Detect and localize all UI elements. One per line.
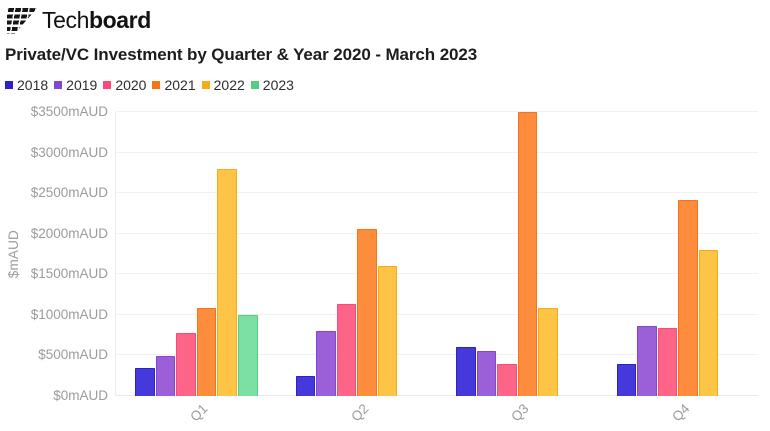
gridline <box>116 273 758 275</box>
gridline <box>116 313 758 315</box>
x-axis-label-Q4: Q4 <box>669 401 693 425</box>
legend-item-2019[interactable]: 2019 <box>54 77 97 93</box>
legend-swatch-2022 <box>201 81 210 89</box>
y-tick-label: $500mAUD <box>38 347 108 363</box>
bar-2019-Q2[interactable] <box>316 331 336 396</box>
gridline <box>116 111 758 112</box>
x-axis-label-Q1: Q1 <box>187 401 211 425</box>
legend-swatch-2019 <box>54 81 63 89</box>
bar-2020-Q4[interactable] <box>657 327 678 396</box>
legend-item-2018[interactable]: 2018 <box>5 77 48 93</box>
legend-swatch-2023 <box>250 81 259 89</box>
bar-2019-Q1[interactable] <box>155 356 176 396</box>
y-tick-label: $0mAUD <box>53 388 108 403</box>
techboard-logo-text: Techboard <box>42 7 151 33</box>
x-axis-label-Q3: Q3 <box>508 401 532 425</box>
legend-label: 2019 <box>66 77 98 93</box>
y-axis-tick-labels: $0mAUD $500mAUD $1000mAUD $1500mAUD $2000mAU… <box>2 0 108 431</box>
gridline <box>116 151 758 153</box>
bar-2022-Q4[interactable] <box>698 249 719 396</box>
y-tick-label: $3500mAUD <box>30 104 108 119</box>
chart-title: Private/VC Investment by Quarter & Year … <box>5 45 478 64</box>
bar-2022-Q2[interactable] <box>377 266 398 396</box>
bar-2021-Q1[interactable] <box>196 308 217 396</box>
chart-legend: 2018 2019 2020 2021 2022 2023 <box>5 77 300 93</box>
y-tick-label: $2000mAUD <box>30 225 108 241</box>
legend-swatch-2021 <box>152 81 161 89</box>
gridline <box>116 232 758 234</box>
bar-2020-Q2[interactable] <box>336 303 357 396</box>
bar-2019-Q3[interactable] <box>476 350 497 396</box>
y-tick-label: $2500mAUD <box>30 185 108 201</box>
gridline <box>116 354 758 356</box>
legend-label: 2022 <box>213 77 245 93</box>
techboard-logo[interactable]: Techboard <box>7 7 151 34</box>
bar-2021-Q4[interactable] <box>678 199 698 396</box>
gridline <box>116 395 758 396</box>
bar-2021-Q3[interactable] <box>517 112 538 396</box>
bar-2021-Q2[interactable] <box>357 228 377 396</box>
bar-2022-Q3[interactable] <box>538 308 558 396</box>
legend-item-2022[interactable]: 2022 <box>201 77 245 93</box>
legend-item-2020[interactable]: 2020 <box>103 77 146 93</box>
bar-2020-Q3[interactable] <box>497 364 517 396</box>
bar-2022-Q1[interactable] <box>217 168 237 396</box>
legend-item-2023[interactable]: 2023 <box>250 77 294 93</box>
bar-2023-Q1[interactable] <box>238 314 258 396</box>
bar-2018-Q1[interactable] <box>135 368 155 396</box>
legend-swatch-2020 <box>103 81 112 89</box>
gridline <box>116 192 758 194</box>
legend-item-2021[interactable]: 2021 <box>152 77 196 93</box>
x-axis-label-Q2: Q2 <box>348 401 372 425</box>
legend-swatch-2018 <box>5 81 13 89</box>
bar-2018-Q3[interactable] <box>456 347 476 396</box>
legend-label: 2021 <box>164 77 196 93</box>
bar-2018-Q4[interactable] <box>616 364 636 396</box>
bar-2019-Q4[interactable] <box>637 326 657 396</box>
y-tick-label: $3000mAUD <box>30 144 108 160</box>
bar-2018-Q2[interactable] <box>295 375 315 396</box>
y-tick-label: $1500mAUD <box>30 266 108 282</box>
y-tick-label: $1000mAUD <box>30 306 108 322</box>
legend-label: 2018 <box>17 77 49 93</box>
bar-2020-Q1[interactable] <box>176 332 196 396</box>
plot-area <box>115 111 758 396</box>
legend-label: 2020 <box>115 77 147 93</box>
legend-label: 2023 <box>262 77 294 93</box>
